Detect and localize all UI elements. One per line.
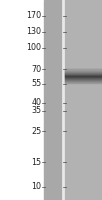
Text: 170: 170: [26, 11, 41, 20]
Bar: [0, 0, 44, 200]
Bar: [44, 0, 63, 200]
Text: 15: 15: [31, 158, 41, 167]
Text: 35: 35: [31, 106, 41, 115]
Text: 70: 70: [31, 65, 41, 74]
Text: 25: 25: [31, 127, 41, 136]
Text: 130: 130: [26, 27, 41, 36]
Bar: [64, 0, 102, 200]
Text: 40: 40: [31, 98, 41, 107]
Text: 100: 100: [26, 43, 41, 52]
Text: 55: 55: [31, 79, 41, 88]
Text: 10: 10: [31, 182, 41, 191]
